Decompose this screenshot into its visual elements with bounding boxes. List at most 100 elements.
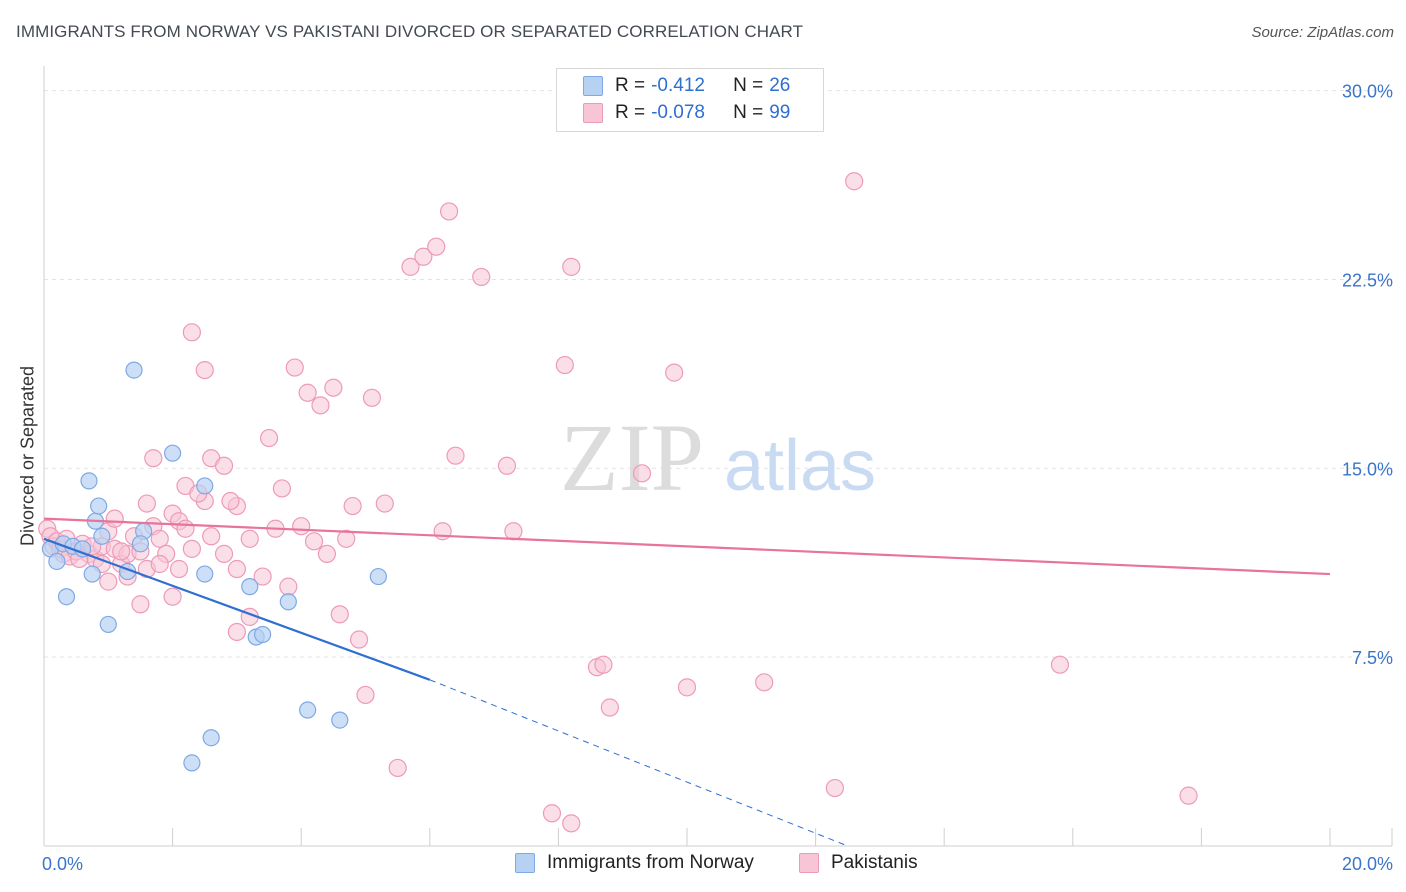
data-point-pakistanis [472,267,491,287]
data-point-pakistanis [825,778,844,798]
legend-item-norway: Immigrants from Norway [515,852,754,874]
data-point-pakistanis [240,529,259,548]
watermark-zip: ZIP [560,404,704,511]
series-norway [41,361,387,772]
data-point-pakistanis [632,464,652,483]
source-label: Source: ZipAtlas.com [1251,24,1394,41]
data-point-pakistanis [677,678,697,697]
data-point-norway [331,711,349,729]
data-point-pakistanis [504,522,523,541]
data-point-pakistanis [169,559,189,579]
data-point-pakistanis [324,378,343,397]
data-point-norway [183,754,201,772]
data-point-pakistanis [272,479,292,498]
watermark: ZIP atlas [560,404,876,511]
data-point-pakistanis [845,172,864,191]
data-point-norway [164,444,182,462]
data-point-pakistanis [555,355,574,375]
data-point-pakistanis [214,544,234,564]
data-point-pakistanis [227,559,246,579]
data-point-norway [369,567,387,586]
data-point-pakistanis [317,544,337,564]
data-point-norway [202,729,220,747]
data-point-pakistanis [401,257,420,276]
data-point-pakistanis [137,494,156,513]
legend-r-label: R = [615,75,646,96]
legend-r-value: -0.412 [651,75,705,96]
data-point-pakistanis [1050,655,1070,674]
trend-lines [43,517,1331,847]
pakistanis-swatch [583,103,603,123]
data-point-pakistanis [388,758,407,778]
y-tick-label: 7.5% [1352,648,1393,668]
legend-r-label: R = [615,102,646,123]
data-point-pakistanis [414,247,433,266]
legend-label-pakistanis: Pakistanis [831,852,918,873]
legend-label-norway: Immigrants from Norway [547,852,754,873]
data-point-pakistanis [163,587,182,606]
data-point-pakistanis [202,527,221,546]
data-point-pakistanis [298,383,317,402]
x-tick-label: 0.0% [42,854,83,874]
norway-swatch [583,76,603,96]
tick-labels: 7.5% 15.0% 22.5% 30.0% 0.0% 20.0% [42,82,1393,874]
legend-n-value: 99 [769,102,791,123]
data-point-norway [99,615,117,634]
data-point-norway [131,535,150,553]
legend-row-norway: R = -0.412 N = 26 [583,73,790,99]
data-point-pakistanis [356,685,375,705]
data-point-pakistanis [144,449,163,468]
data-point-pakistanis [253,567,272,586]
data-point-pakistanis [105,509,124,528]
series-legend: Immigrants from Norway Pakistanis [0,852,1406,878]
data-point-pakistanis [362,388,382,407]
legend-row-pakistanis: R = -0.078 N = 99 [583,100,790,126]
data-point-pakistanis [562,257,581,276]
data-point-pakistanis [259,428,279,448]
trend-line-norway-extension [429,679,848,847]
axes [43,66,1393,847]
data-point-pakistanis [600,698,619,717]
data-point-pakistanis [349,630,369,649]
data-point-pakistanis [214,456,234,475]
legend-n-label: N = [733,102,764,123]
data-point-norway [83,565,101,583]
data-point-pakistanis [375,494,394,513]
x-tick-label: 20.0% [1342,854,1393,874]
data-point-pakistanis [433,522,452,541]
data-point-pakistanis [427,237,446,256]
data-point-pakistanis [343,496,362,516]
data-point-norway [93,527,111,545]
data-point-pakistanis [497,456,517,475]
data-point-pakistanis [150,529,169,548]
data-point-pakistanis [182,323,201,342]
data-point-pakistanis [330,605,349,624]
data-point-norway [80,472,98,490]
data-point-pakistanis [755,673,774,692]
legend-n-label: N = [733,75,764,96]
norway-swatch [515,853,535,873]
chart-title: IMMIGRANTS FROM NORWAY VS PAKISTANI DIVO… [16,22,804,41]
data-point-pakistanis [1179,786,1198,805]
pakistanis-swatch [799,853,819,873]
y-tick-label: 22.5% [1342,270,1393,290]
data-point-pakistanis [665,363,684,382]
legend-item-pakistanis: Pakistanis [799,852,918,874]
data-point-pakistanis [112,542,131,561]
data-point-pakistanis [337,529,356,548]
data-point-norway [90,497,108,515]
data-point-norway [241,578,259,596]
watermark-atlas: atlas [724,426,876,506]
data-point-norway [279,593,297,611]
data-point-norway [125,361,143,379]
data-point-pakistanis [594,655,613,674]
data-point-pakistanis [285,358,304,377]
data-point-pakistanis [562,814,581,833]
data-point-norway [196,477,214,495]
stats-legend: R = -0.412 N = 26 R = -0.078 N = 99 [556,68,824,132]
data-point-pakistanis [542,804,562,823]
gridlines [44,90,1392,658]
data-point-norway [196,565,214,583]
data-point-pakistanis [279,577,298,596]
data-point-pakistanis [150,554,169,574]
